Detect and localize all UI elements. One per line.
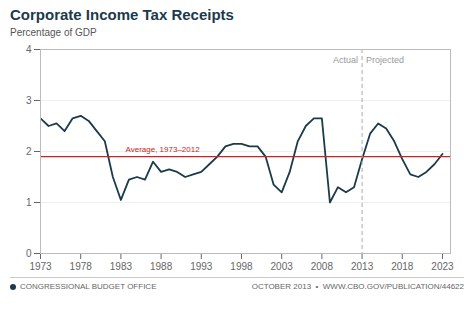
svg-text:1983: 1983 [110,261,133,272]
html-text:OCTOBER 2013 • WWW.CBO.GOV/PUB: OCTOBER 2013 • WWW.CBO.GOV/PUBLICATION/4… [251,282,464,291]
svg-text:1988: 1988 [150,261,173,272]
svg-text:2023: 2023 [431,261,454,272]
svg-text:2: 2 [26,146,32,157]
svg-text:Projected: Projected [366,55,404,65]
svg-text:Actual: Actual [333,55,358,65]
svg-text:1998: 1998 [230,261,253,272]
svg-text:0: 0 [26,248,32,259]
svg-text:2003: 2003 [271,261,294,272]
html-text:Corporate Income Tax Receipts: Corporate Income Tax Receipts [10,6,234,23]
svg-text:1993: 1993 [190,261,213,272]
svg-text:2008: 2008 [311,261,334,272]
svg-text:2018: 2018 [391,261,414,272]
svg-text:3: 3 [26,95,32,106]
svg-text:Average, 1973–2012: Average, 1973–2012 [126,145,201,154]
svg-text:1: 1 [26,197,32,208]
svg-text:1978: 1978 [70,261,93,272]
svg-text:2013: 2013 [351,261,374,272]
html-text:CONGRESSIONAL BUDGET OFFICE: CONGRESSIONAL BUDGET OFFICE [20,282,157,291]
html-text:Percentage of GDP: Percentage of GDP [10,27,97,38]
svg-text:4: 4 [26,44,32,55]
svg-text:1973: 1973 [29,261,52,272]
